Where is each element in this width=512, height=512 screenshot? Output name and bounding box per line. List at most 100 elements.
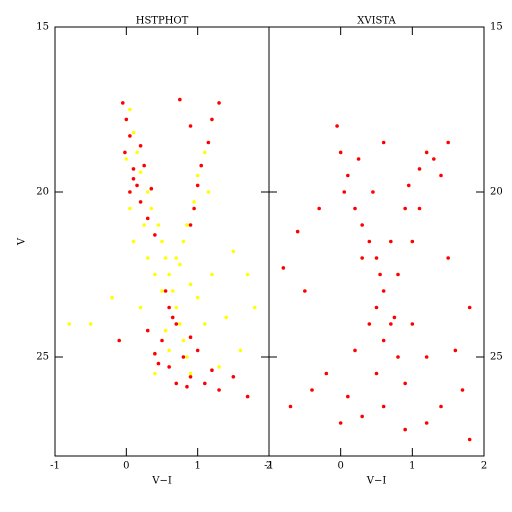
point (67, 322, 72, 326)
point (389, 322, 393, 326)
y-tick-label: 15 (490, 22, 503, 33)
point (353, 348, 357, 353)
x-tick-label: 0 (123, 461, 129, 472)
y-axis-label: V (17, 237, 28, 246)
y-tick-label: 15 (36, 22, 49, 33)
point (424, 150, 429, 155)
point (360, 256, 364, 260)
point (120, 101, 125, 105)
point (163, 256, 168, 260)
point (170, 289, 175, 293)
point (156, 223, 161, 227)
point (142, 223, 146, 227)
point (324, 371, 329, 376)
point (335, 124, 339, 128)
point (381, 140, 386, 145)
point (217, 101, 221, 105)
point (210, 272, 214, 277)
point (346, 394, 350, 399)
point (138, 170, 143, 174)
point (381, 404, 386, 409)
point (396, 272, 400, 277)
point (210, 368, 214, 373)
point (356, 157, 361, 161)
point (174, 305, 179, 310)
point (360, 223, 364, 227)
point (199, 163, 204, 168)
y-tick-label: 20 (490, 187, 503, 198)
point (138, 305, 143, 310)
point (206, 190, 211, 194)
y-tick-label: 25 (490, 352, 503, 363)
point (295, 229, 300, 234)
point (145, 256, 150, 260)
point (145, 328, 150, 333)
point (231, 375, 236, 379)
x-axis-label: V−I (366, 476, 387, 487)
point (374, 371, 379, 376)
point (128, 206, 132, 211)
point (145, 190, 150, 194)
x-tick-label: 2 (481, 461, 487, 472)
point (138, 200, 143, 204)
point (88, 322, 93, 326)
point (153, 351, 157, 356)
point (371, 190, 375, 194)
point (224, 315, 228, 320)
point (424, 355, 429, 359)
point (439, 173, 443, 178)
point (195, 183, 200, 188)
point (135, 150, 139, 155)
point (432, 157, 436, 161)
point (178, 322, 182, 326)
point (245, 394, 250, 399)
point (156, 361, 161, 366)
point (238, 348, 243, 353)
point (181, 355, 186, 359)
point (403, 381, 407, 386)
point (210, 117, 214, 122)
point (142, 163, 146, 168)
point (317, 206, 321, 211)
panel-title: XVISTA (357, 16, 396, 27)
point (467, 437, 472, 442)
point (188, 375, 193, 379)
point (185, 223, 189, 227)
point (446, 140, 450, 145)
point (185, 384, 189, 389)
point (131, 130, 136, 135)
point (195, 295, 200, 300)
x-tick-label: 1 (194, 461, 200, 472)
point (167, 365, 171, 369)
point (138, 144, 143, 148)
point (203, 381, 207, 386)
point (188, 124, 193, 128)
point (338, 421, 343, 425)
point (181, 338, 186, 343)
x-tick-label: 1 (409, 461, 415, 472)
point (342, 190, 347, 194)
point (403, 206, 407, 211)
point (135, 183, 139, 188)
point (174, 381, 179, 386)
x-tick-label: -1 (50, 461, 60, 472)
point (217, 365, 221, 369)
point (206, 140, 211, 145)
point (417, 206, 422, 211)
point (396, 355, 400, 359)
x-tick-label: 2 (266, 461, 272, 472)
point (188, 371, 193, 376)
point (195, 173, 200, 178)
panel: HSTPHOT V−I V -1 0 1 2 15 20 25 (17, 16, 273, 487)
point (167, 348, 171, 353)
point (124, 157, 129, 161)
point (178, 262, 182, 267)
point (245, 272, 250, 277)
point (160, 338, 164, 343)
point (252, 305, 257, 310)
point (174, 322, 179, 326)
point (185, 355, 189, 359)
point (131, 167, 136, 171)
point (367, 239, 372, 244)
point (338, 150, 343, 155)
